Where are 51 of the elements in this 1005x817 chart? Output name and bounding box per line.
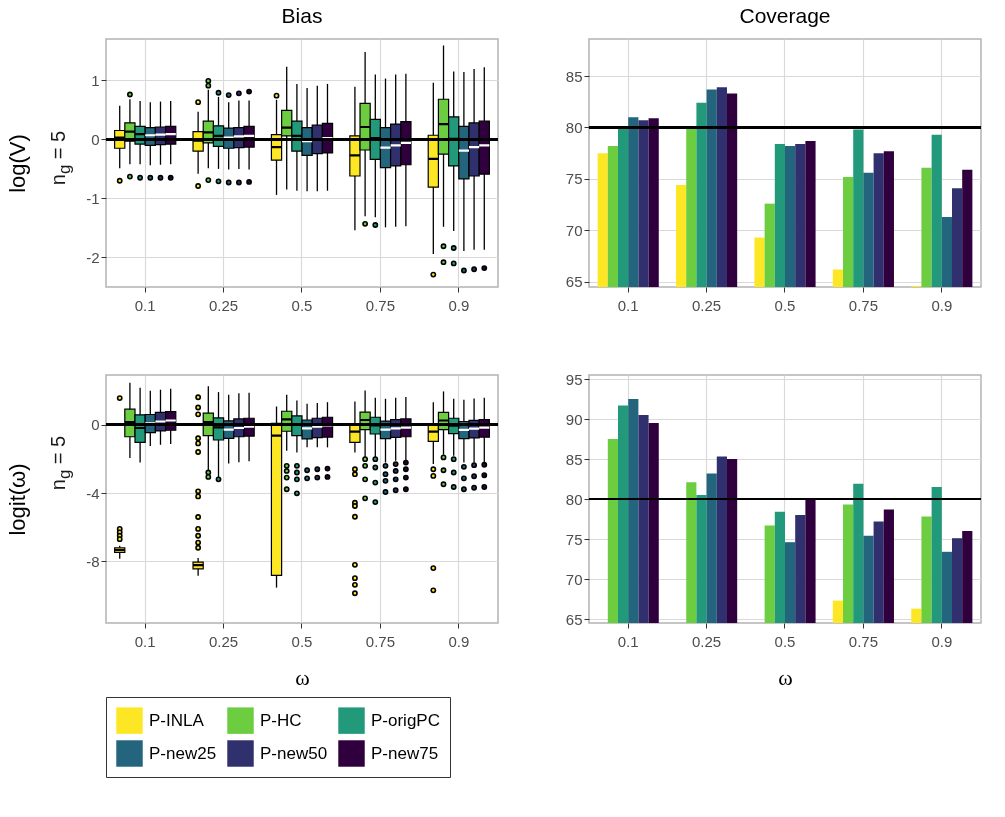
chart-title: Coverage: [739, 4, 831, 27]
legend-label: P-origPC: [371, 710, 440, 730]
x-tick-label: 0.25: [692, 632, 722, 650]
legend-label: P-new75: [371, 743, 439, 763]
x-tick-label: 0.5: [291, 296, 313, 314]
y-tick-label: 0: [91, 130, 100, 148]
y-tick-label: 75: [565, 530, 583, 548]
y-tick-label: 75: [565, 170, 583, 188]
legend-label: P-INLA: [149, 710, 205, 730]
y-tick-label: 70: [565, 570, 583, 588]
y-tick-label: 0: [91, 416, 100, 434]
y-tick-label: 95: [565, 370, 583, 388]
y-tick-label: -1: [86, 189, 100, 207]
x-tick-label: 0.9: [448, 632, 470, 650]
legend-label: P-HC: [260, 710, 302, 730]
y-tick-label: 80: [565, 119, 583, 136]
x-tick-label: 0.75: [365, 632, 395, 650]
x-tick-label: 0.75: [848, 296, 878, 314]
x-tick-label: 0.25: [692, 296, 722, 314]
x-tick-label: 0.9: [448, 296, 470, 314]
x-tick-label: 0.1: [617, 632, 639, 650]
y-tick-label: -2: [86, 248, 100, 266]
y-tick-label: -4: [86, 484, 100, 502]
x-tick-label: 0.1: [134, 296, 156, 314]
y-tick-label: 65: [565, 610, 583, 628]
y-tick-label: 1: [91, 71, 100, 89]
legend-label: P-new25: [149, 743, 217, 763]
y-tick-label: 85: [565, 67, 583, 85]
y-tick-label: 90: [565, 410, 583, 428]
x-tick-label: 0.25: [209, 632, 239, 650]
x-tick-label: 0.5: [291, 632, 313, 650]
x-tick-label: 0.1: [617, 296, 639, 314]
x-tick-label: 0.75: [365, 296, 395, 314]
y-tick-label: 65: [565, 273, 583, 291]
x-tick-label: 0.25: [209, 296, 239, 314]
y-axis-title: log(V): [4, 134, 30, 193]
y-axis-title: logit(ω): [4, 463, 30, 536]
x-tick-label: 0.75: [848, 632, 878, 650]
legend-label: P-new50: [260, 743, 328, 763]
x-axis-title: ω: [778, 664, 793, 690]
chart-title: Bias: [281, 4, 323, 27]
y-tick-label: 85: [565, 450, 583, 468]
y-tick-label: -8: [86, 552, 100, 570]
x-tick-label: 0.9: [931, 296, 953, 314]
x-axis-title: ω: [295, 664, 310, 690]
x-tick-label: 0.9: [931, 632, 953, 650]
x-tick-label: 0.5: [774, 632, 796, 650]
x-tick-label: 0.1: [134, 632, 156, 650]
x-tick-label: 0.5: [774, 296, 796, 314]
y-tick-label: 80: [565, 490, 583, 508]
y-tick-label: 70: [565, 221, 583, 239]
